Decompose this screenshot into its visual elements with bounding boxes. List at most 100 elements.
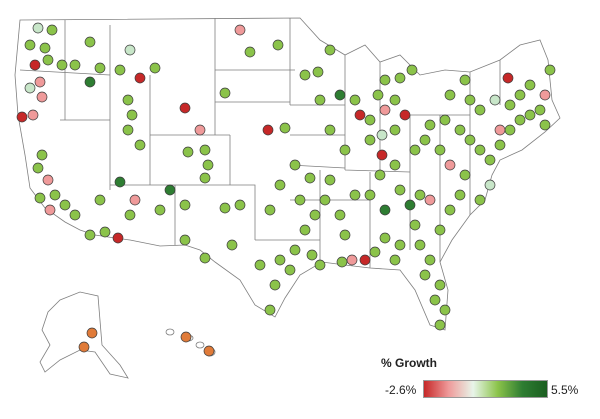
city-point xyxy=(304,172,316,184)
city-point xyxy=(359,254,371,266)
city-point xyxy=(339,229,351,241)
city-point xyxy=(254,259,266,271)
city-point xyxy=(454,124,466,136)
city-point xyxy=(219,202,231,214)
city-point xyxy=(244,46,256,58)
city-point xyxy=(376,129,388,141)
city-point xyxy=(389,124,401,136)
city-point xyxy=(289,244,301,256)
city-point xyxy=(226,239,238,251)
city-point xyxy=(39,42,51,54)
city-point xyxy=(264,204,276,216)
city-point xyxy=(424,254,436,266)
city-point xyxy=(27,109,39,121)
city-point xyxy=(112,232,124,244)
city-point xyxy=(114,176,126,188)
city-point xyxy=(274,179,286,191)
city-point xyxy=(234,199,246,211)
city-point xyxy=(494,139,506,151)
city-point xyxy=(36,91,48,103)
city-point xyxy=(32,162,44,174)
city-point xyxy=(202,159,214,171)
city-point xyxy=(339,144,351,156)
city-growth-points xyxy=(16,22,556,357)
city-point xyxy=(444,89,456,101)
city-point xyxy=(464,94,476,106)
city-point xyxy=(84,36,96,48)
city-point xyxy=(409,219,421,231)
city-point xyxy=(434,224,446,236)
city-point xyxy=(134,139,146,151)
city-point xyxy=(299,224,311,236)
city-point xyxy=(369,246,381,258)
city-point xyxy=(364,114,376,126)
city-point xyxy=(409,144,421,156)
city-point xyxy=(84,76,96,88)
city-point xyxy=(84,229,96,241)
city-point xyxy=(299,69,311,81)
city-point xyxy=(114,64,126,76)
city-point xyxy=(32,22,44,34)
city-point xyxy=(182,146,194,158)
city-point xyxy=(262,124,274,136)
city-point xyxy=(346,254,358,266)
city-point xyxy=(334,209,346,221)
city-point xyxy=(464,134,476,146)
city-point xyxy=(36,149,48,161)
city-point xyxy=(454,189,466,201)
city-point xyxy=(199,252,211,264)
city-point xyxy=(514,89,526,101)
city-point xyxy=(306,249,318,261)
city-point xyxy=(524,79,536,91)
city-point xyxy=(78,341,90,353)
city-point xyxy=(59,199,71,211)
city-point xyxy=(194,124,206,136)
city-point xyxy=(379,104,391,116)
city-point xyxy=(272,39,284,51)
city-point xyxy=(379,74,391,86)
city-point xyxy=(376,149,388,161)
city-point xyxy=(122,124,134,136)
city-point xyxy=(459,74,471,86)
city-point xyxy=(99,226,111,238)
city-point xyxy=(312,66,324,78)
city-point xyxy=(389,254,401,266)
city-point xyxy=(534,104,546,116)
city-point xyxy=(34,76,46,88)
city-point xyxy=(124,44,136,56)
city-point xyxy=(544,64,556,76)
city-point xyxy=(284,264,296,276)
city-point xyxy=(16,111,28,123)
city-point xyxy=(274,254,286,266)
city-point xyxy=(219,87,231,99)
city-point xyxy=(459,169,471,181)
city-point xyxy=(494,124,506,136)
city-point xyxy=(424,194,436,206)
city-point xyxy=(414,239,426,251)
city-point xyxy=(24,82,36,94)
city-point xyxy=(149,62,161,74)
city-point xyxy=(419,134,431,146)
city-point xyxy=(44,204,56,216)
city-point xyxy=(69,209,81,221)
city-point xyxy=(389,94,401,106)
city-point xyxy=(314,94,326,106)
city-point xyxy=(94,194,106,206)
city-point xyxy=(389,159,401,171)
city-point xyxy=(309,209,321,221)
city-point xyxy=(372,89,384,101)
city-point xyxy=(49,189,61,201)
legend-max-label: 5.5% xyxy=(551,383,579,397)
city-point xyxy=(349,94,361,106)
city-point xyxy=(419,269,431,281)
city-point xyxy=(324,44,336,56)
city-point xyxy=(504,124,516,136)
city-point xyxy=(324,174,336,186)
city-point xyxy=(334,89,346,101)
city-point xyxy=(394,72,406,84)
city-point xyxy=(484,154,496,166)
city-point xyxy=(124,209,136,221)
city-point xyxy=(69,59,81,71)
city-point xyxy=(394,239,406,251)
